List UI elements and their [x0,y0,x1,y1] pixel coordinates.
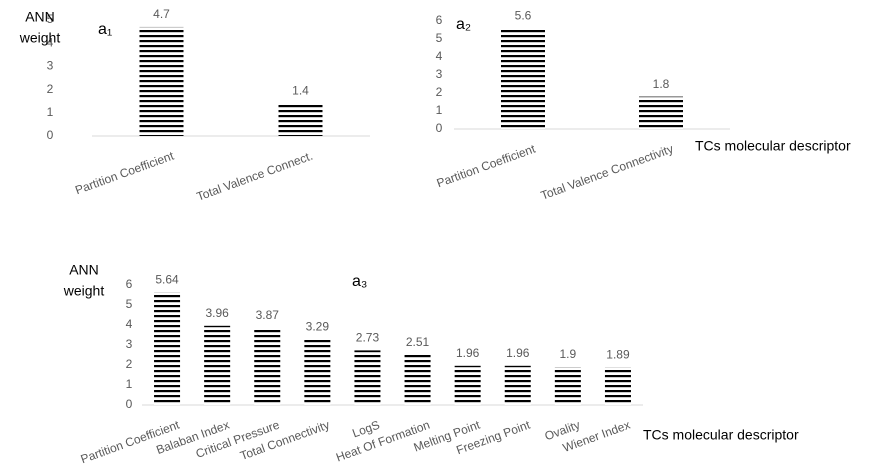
y-tick-label: 3 [47,59,54,73]
panel-label: a₃ [352,273,367,290]
y-tick-label: 1 [436,103,443,117]
y-tick-label: 3 [126,337,133,351]
bar [278,103,323,136]
y-tick-label: 5 [436,31,443,45]
data-label: 1.8 [653,77,670,91]
y-tick-label: 4 [47,35,54,49]
y-tick-label: 0 [126,397,133,411]
bar [639,96,683,129]
y-axis-label: weight [19,30,61,46]
data-label: 3.29 [306,319,330,333]
x-tick-label: Total Valence Connectivity [539,142,675,203]
bar [304,339,331,405]
x-tick-label: Partition Coefficient [435,141,538,190]
y-axis-label: weight [63,283,105,299]
y-tick-label: 0 [47,128,54,142]
panel-label: a₂ [456,16,471,33]
bar [404,354,431,405]
y-tick-label: 5 [126,297,133,311]
y-tick-label: 3 [436,67,443,81]
data-label: 4.7 [153,7,170,21]
y-axis-label: ANN [25,9,55,25]
x-axis-label: TCs molecular descriptor [643,427,799,443]
x-tick-label: Total Valence Connect. [195,149,315,204]
data-label: 1.96 [456,346,480,360]
y-tick-label: 2 [126,357,133,371]
y-tick-label: 1 [47,105,54,119]
x-axis-label: TCs molecular descriptor [695,138,851,154]
data-label: 1.96 [506,346,530,360]
bar [154,292,181,405]
y-tick-label: 2 [436,85,443,99]
data-label: 1.4 [292,84,309,98]
data-label: 5.64 [155,272,179,286]
bar [354,350,381,405]
y-tick-label: 4 [126,317,133,331]
bar [554,367,581,405]
data-label: 3.87 [256,308,280,322]
y-tick-label: 5 [47,12,54,26]
bar [501,28,545,130]
y-axis-label: ANN [69,262,99,278]
bar [604,367,631,405]
panel-label: a₁ [98,21,112,38]
x-tick-label: Partition Coefficient [73,148,176,197]
data-label: 2.51 [406,335,430,349]
y-tick-label: 6 [436,13,443,27]
bar [204,325,231,405]
data-label: 5.6 [515,8,532,22]
data-label: 3.96 [205,306,229,320]
bar [454,365,481,405]
data-label: 2.73 [356,331,380,345]
y-tick-label: 0 [436,121,443,135]
data-label: 1.9 [560,347,577,361]
bar [139,26,184,136]
y-tick-label: 2 [47,82,54,96]
bar [504,365,531,405]
y-tick-label: 6 [126,277,133,291]
bar [254,327,281,405]
data-label: 1.89 [606,347,630,361]
y-tick-label: 4 [436,49,443,63]
y-tick-label: 1 [126,377,133,391]
